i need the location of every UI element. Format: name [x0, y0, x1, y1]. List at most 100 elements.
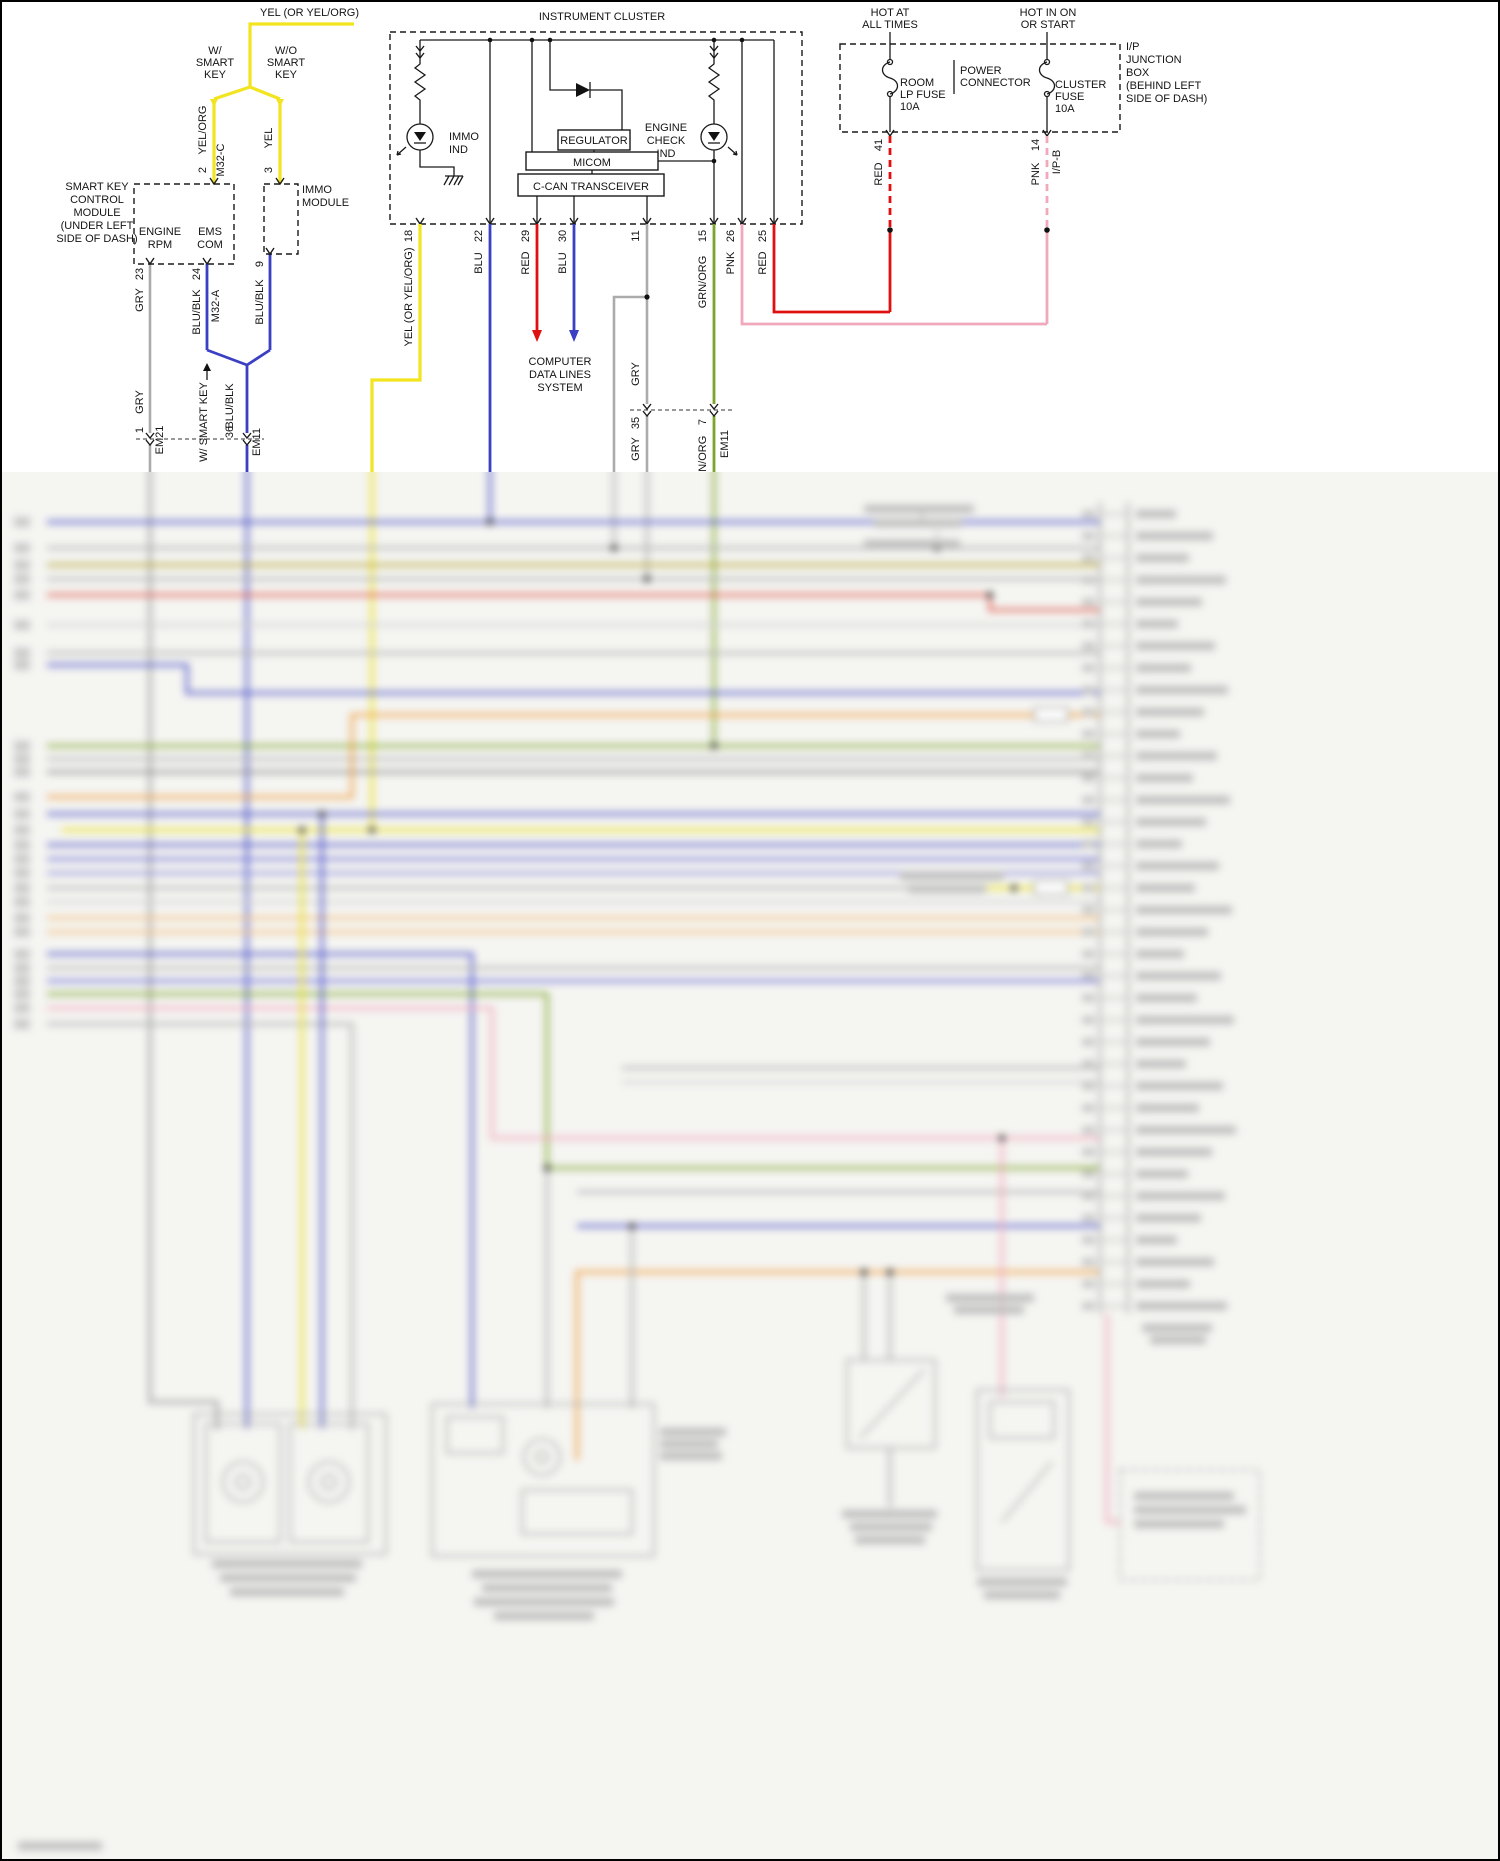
blurred-component: [846, 1359, 936, 1449]
check-led-triangle: [708, 132, 720, 141]
hot-in-label: OR START: [1021, 19, 1076, 31]
with-smart-key-note: W/ SMART KEY: [198, 382, 210, 462]
blurred-text: [1136, 1236, 1177, 1244]
upper-schematic: YEL (OR YEL/ORG) W/ SMART KEY W/O SMART …: [2, 2, 1498, 472]
hot-at-label: ALL TIMES: [862, 19, 918, 31]
wire-pnk-pin26: [740, 224, 1047, 326]
fuse-terminal: [886, 58, 894, 66]
immo-ind-label: IND: [449, 144, 468, 156]
blurred-text: [1136, 1258, 1214, 1266]
blurred-component: [521, 1489, 633, 1535]
blurred-text: [1082, 576, 1095, 584]
blurred-text: [230, 1588, 344, 1596]
blurred-text: [1082, 818, 1095, 826]
junction-box-section: HOT AT ALL TIMES HOT IN ON OR START ROOM…: [839, 7, 1207, 324]
with-key-label: KEY: [204, 69, 227, 81]
wire9-color-label: BLU/BLK: [254, 279, 266, 325]
connector-ipb-label: I/P-B: [1051, 150, 1063, 174]
immo-led-triangle: [414, 132, 426, 141]
blurred-text: [1082, 862, 1095, 870]
blurred-text: [1136, 906, 1232, 914]
blurred-text: [14, 620, 30, 630]
pin18-label: 18: [403, 230, 415, 242]
blurred-text: [1082, 1280, 1095, 1288]
without-key-label: KEY: [275, 69, 298, 81]
blurred-text: [1150, 1336, 1206, 1344]
blurred-text: [1082, 1214, 1095, 1222]
grnorg-low-label: GRN/ORG: [697, 436, 709, 472]
pin23-label: 23: [134, 268, 146, 280]
gry-lower-label: GRY: [134, 390, 146, 414]
junction-location-note: I/P: [1126, 41, 1139, 53]
blurred-text: [1136, 928, 1208, 936]
cluster-title: INSTRUMENT CLUSTER: [539, 11, 665, 23]
junction-location-note: (BEHIND LEFT: [1126, 80, 1201, 92]
blurred-text: [855, 1536, 925, 1544]
blurred-component: [321, 1474, 337, 1490]
with-key-arrow-head: [203, 363, 211, 371]
blurred-text: [1082, 1104, 1095, 1112]
immo-module-box: [263, 183, 299, 255]
hot-at-label: HOT AT: [871, 7, 910, 19]
blurred-text: [1082, 642, 1095, 650]
blurred-text: [660, 1452, 722, 1460]
blurred-text: [14, 963, 30, 973]
red-junction-dot: [887, 227, 893, 233]
blurred-text: [1082, 1170, 1095, 1178]
blurred-wire: [47, 713, 1100, 799]
blurred-text: [1082, 664, 1095, 672]
em-connector-chevrons: [145, 432, 252, 447]
blurred-text: [474, 1598, 614, 1606]
blurred-text: [14, 741, 30, 751]
blurred-component: [235, 1474, 251, 1490]
blurred-text: [14, 590, 30, 600]
engine-rpm-label: ENGINE: [139, 226, 181, 238]
blurred-text: [1136, 818, 1206, 826]
with-key-label: SMART: [196, 57, 235, 69]
pin9-label: 9: [254, 261, 266, 267]
pin11-label: 11: [630, 230, 642, 241]
blurred-text: [1082, 1060, 1095, 1068]
blurred-lower-diagram: [2, 472, 1498, 1859]
immo-module-label: IMMO: [302, 184, 332, 196]
check-led-emission-arrows: [727, 146, 738, 156]
blurred-wire: [47, 663, 1100, 695]
blurred-text: [14, 754, 30, 764]
connector-m32a-label: M32-A: [210, 289, 222, 322]
wire3-color-label: YEL: [263, 128, 275, 149]
smart-key-module-box: [133, 183, 235, 265]
blurred-text: [494, 1612, 594, 1620]
upper-schematic-svg: YEL (OR YEL/ORG) W/ SMART KEY W/O SMART …: [2, 2, 1498, 472]
connector-em21-label: EM21: [154, 426, 166, 455]
blurred-text: [14, 825, 30, 835]
data-line-arrow-red: [532, 330, 542, 342]
blurred-text: [220, 1574, 356, 1582]
wire30-color-label: BLU: [557, 252, 569, 273]
immo-module-label: MODULE: [302, 197, 349, 209]
wire-blublk: [205, 254, 272, 472]
blurred-switch: [859, 1369, 925, 1439]
blurred-text: [1082, 1082, 1095, 1090]
data-line-arrow-blu: [569, 330, 579, 342]
blurred-text: [1082, 884, 1095, 892]
blurred-text: [1082, 950, 1095, 958]
blurred-text: [1082, 532, 1095, 540]
blurred-component: [205, 1423, 281, 1543]
blurred-text: [1082, 840, 1095, 848]
blurred-junction-dot: [368, 826, 376, 834]
blurred-junction-dot: [298, 826, 306, 834]
engine-check-lamp-icon: [700, 123, 728, 151]
module-note: (UNDER LEFT: [61, 220, 134, 232]
blurred-component: [193, 1413, 387, 1555]
pin22-label: 22: [473, 230, 485, 242]
wire25-color-label: RED: [757, 251, 769, 274]
diode-icon: [576, 83, 590, 97]
blurred-text: [1136, 1302, 1227, 1310]
blurred-text: [1082, 1192, 1095, 1200]
blurred-wire: [47, 593, 1100, 612]
blurred-text: [1082, 1148, 1095, 1156]
engine-rpm-label: RPM: [148, 239, 172, 251]
blurred-text: [14, 927, 30, 937]
blurred-text: [1134, 1520, 1224, 1528]
wire26-color-label: PNK: [725, 251, 737, 274]
